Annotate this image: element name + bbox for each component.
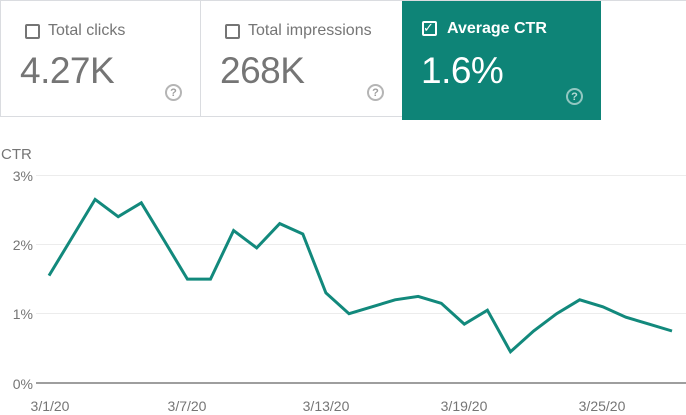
average-ctr-value: 1.6% [421,50,504,91]
total-clicks-checkbox[interactable]: ✓ [25,24,40,39]
total-impressions-checkbox[interactable]: ✓ [225,24,240,39]
ytick-3pct: 3% [12,168,33,184]
help-question-icon[interactable]: ? [165,84,182,101]
help-question-icon[interactable]: ? [367,84,384,101]
total-impressions-value: 268K [220,50,305,91]
card-label: Average CTR [447,20,547,37]
card-total-clicks[interactable]: ✓ Total clicks 4.27K ? [0,1,201,117]
average-ctr-checkbox[interactable]: ✓ [422,21,437,36]
help-question-icon[interactable]: ? [566,88,583,105]
xtick-3-25-20: 3/25/20 [578,398,626,414]
xtick-3-13-20: 3/13/20 [302,398,350,414]
total-clicks-value: 4.27K [20,50,115,91]
xtick-3-7-20: 3/7/20 [167,398,207,414]
ytick-1pct: 1% [12,306,33,322]
ytick-0pct: 0% [12,376,33,392]
card-average-ctr[interactable]: ✓ Average CTR 1.6% ? [402,1,601,120]
ytick-2pct: 2% [12,237,33,253]
metric-cards-row: ✓ Total clicks 4.27K ? ✓ Total impressio… [0,0,686,120]
chart-axis-title: CTR [1,146,32,163]
ctr-chart[interactable]: CTR [0,120,686,415]
xtick-3-19-20: 3/19/20 [440,398,488,414]
card-label: Total clicks [48,22,126,39]
card-total-impressions[interactable]: ✓ Total impressions 268K ? [201,1,402,117]
ctr-series-line [47,197,673,355]
checkmark-icon: ✓ [423,20,434,35]
xtick-3-1-20: 3/1/20 [30,398,70,414]
card-label: Total impressions [248,22,372,39]
